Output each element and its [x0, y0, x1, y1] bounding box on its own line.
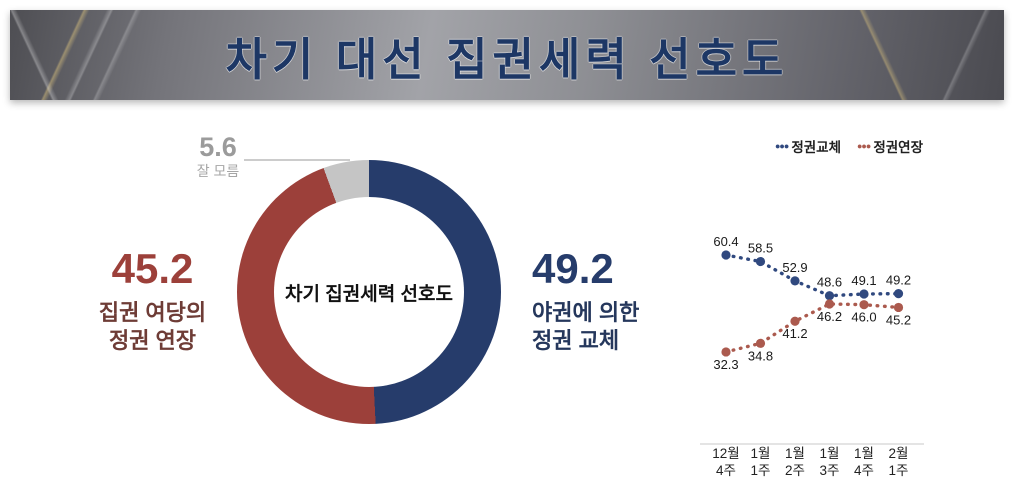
svg-text:45.2: 45.2 [886, 312, 911, 327]
legend-item-regime-extension: ●●● 정권연장 [857, 136, 923, 156]
regime-extension-marker-icon: ●●● [857, 140, 871, 151]
callout-opposition-change: 49.2 야권에 의한 정권 교체 [532, 248, 707, 354]
svg-text:46.0: 46.0 [851, 310, 876, 325]
dont-know-leader-line [244, 159, 350, 161]
legend-item-regime-change: ●●● 정권교체 [775, 136, 841, 156]
legend-label-regime-extension: 정권연장 [873, 140, 923, 155]
donut-chart: 차기 집권세력 선호도 [237, 160, 501, 424]
trend-legend: ●●● 정권교체 ●●● 정권연장 [688, 136, 1010, 156]
callout-dont-know: 5.6 잘 모름 [178, 134, 258, 181]
svg-text:52.9: 52.9 [782, 260, 807, 275]
donut-chart-section: 차기 집권세력 선호도 5.6 잘 모름 45.2 집권 여당의 정권 연장 4… [0, 100, 688, 492]
opposition-change-label: 야권에 의한 정권 교체 [532, 300, 640, 353]
header-banner: 차기 대선 집권세력 선호도 [10, 10, 1004, 100]
ruling-extension-label: 집권 여당의 정권 연장 [98, 300, 207, 353]
svg-text:48.6: 48.6 [817, 275, 842, 290]
svg-text:60.4: 60.4 [713, 234, 738, 249]
svg-text:49.1: 49.1 [851, 273, 876, 288]
dont-know-label: 잘 모름 [196, 163, 240, 179]
page-title: 차기 대선 집권세력 선호도 [225, 33, 789, 85]
opposition-change-value: 49.2 [532, 245, 614, 292]
svg-text:46.2: 46.2 [817, 309, 842, 324]
regime-change-marker-icon: ●●● [775, 140, 789, 151]
callout-ruling-extension: 45.2 집권 여당의 정권 연장 [55, 248, 250, 354]
svg-text:34.8: 34.8 [748, 348, 773, 363]
legend-label-regime-change: 정권교체 [791, 140, 841, 155]
svg-text:32.3: 32.3 [713, 357, 738, 372]
svg-text:41.2: 41.2 [782, 326, 807, 341]
donut-center: 차기 집권세력 선호도 [274, 197, 464, 387]
trend-chart-section: ●●● 정권교체 ●●● 정권연장 60.4 58.5 52.9 48.6 49.1 49… [688, 136, 1010, 488]
dont-know-value: 5.6 [199, 132, 237, 162]
svg-text:49.2: 49.2 [886, 273, 911, 288]
trend-line-chart: 60.4 58.5 52.9 48.6 49.1 49.2 32.3 34.8 41.2 46.2… [700, 234, 924, 478]
donut-center-label: 차기 집권세력 선호도 [285, 283, 453, 305]
svg-text:58.5: 58.5 [748, 241, 773, 256]
ruling-extension-value: 45.2 [111, 245, 194, 292]
